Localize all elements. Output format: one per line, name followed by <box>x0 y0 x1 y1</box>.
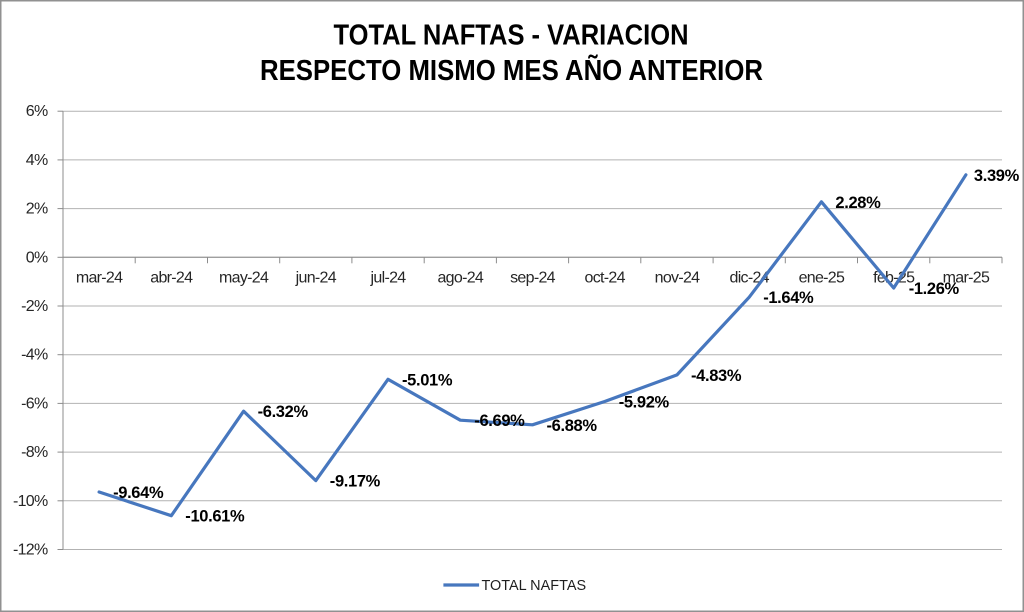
svg-text:-1.64%: -1.64% <box>763 289 814 307</box>
svg-text:may-24: may-24 <box>219 270 269 287</box>
svg-text:mar-25: mar-25 <box>943 270 990 287</box>
svg-text:-10.61%: -10.61% <box>185 508 245 526</box>
svg-text:-6%: -6% <box>21 395 48 412</box>
svg-text:-6.69%: -6.69% <box>474 412 525 430</box>
svg-text:jun-24: jun-24 <box>295 270 337 287</box>
svg-text:2.28%: 2.28% <box>835 194 881 212</box>
svg-text:-5.01%: -5.01% <box>402 371 453 389</box>
svg-text:oct-24: oct-24 <box>585 270 626 287</box>
svg-text:-9.17%: -9.17% <box>330 473 381 491</box>
svg-text:-5.92%: -5.92% <box>619 394 670 412</box>
svg-text:2%: 2% <box>26 201 48 218</box>
svg-text:4%: 4% <box>26 152 48 169</box>
svg-text:-6.32%: -6.32% <box>258 403 309 421</box>
svg-text:jul-24: jul-24 <box>370 270 407 287</box>
svg-text:ene-25: ene-25 <box>799 270 845 287</box>
svg-text:0%: 0% <box>26 249 48 266</box>
svg-text:6%: 6% <box>26 103 48 120</box>
svg-text:-9.64%: -9.64% <box>113 484 164 502</box>
svg-text:mar-24: mar-24 <box>76 270 123 287</box>
svg-text:TOTAL NAFTAS: TOTAL NAFTAS <box>482 577 587 594</box>
svg-text:abr-24: abr-24 <box>150 270 193 287</box>
svg-text:-12%: -12% <box>13 542 48 559</box>
svg-text:nov-24: nov-24 <box>655 270 701 287</box>
svg-text:-10%: -10% <box>13 493 48 510</box>
svg-text:-4.83%: -4.83% <box>691 367 742 385</box>
svg-text:ago-24: ago-24 <box>437 270 483 287</box>
svg-text:sep-24: sep-24 <box>510 270 556 287</box>
svg-text:-1.26%: -1.26% <box>909 280 960 298</box>
svg-text:-8%: -8% <box>21 444 48 461</box>
svg-text:-6.88%: -6.88% <box>547 417 598 435</box>
svg-text:-2%: -2% <box>21 298 48 315</box>
svg-text:3.39%: 3.39% <box>974 167 1020 185</box>
svg-text:RESPECTO MISMO MES AÑO ANTERIO: RESPECTO MISMO MES AÑO ANTERIOR <box>260 53 763 87</box>
svg-text:TOTAL NAFTAS - VARIACION: TOTAL NAFTAS - VARIACION <box>334 20 689 52</box>
svg-text:-4%: -4% <box>21 347 48 364</box>
